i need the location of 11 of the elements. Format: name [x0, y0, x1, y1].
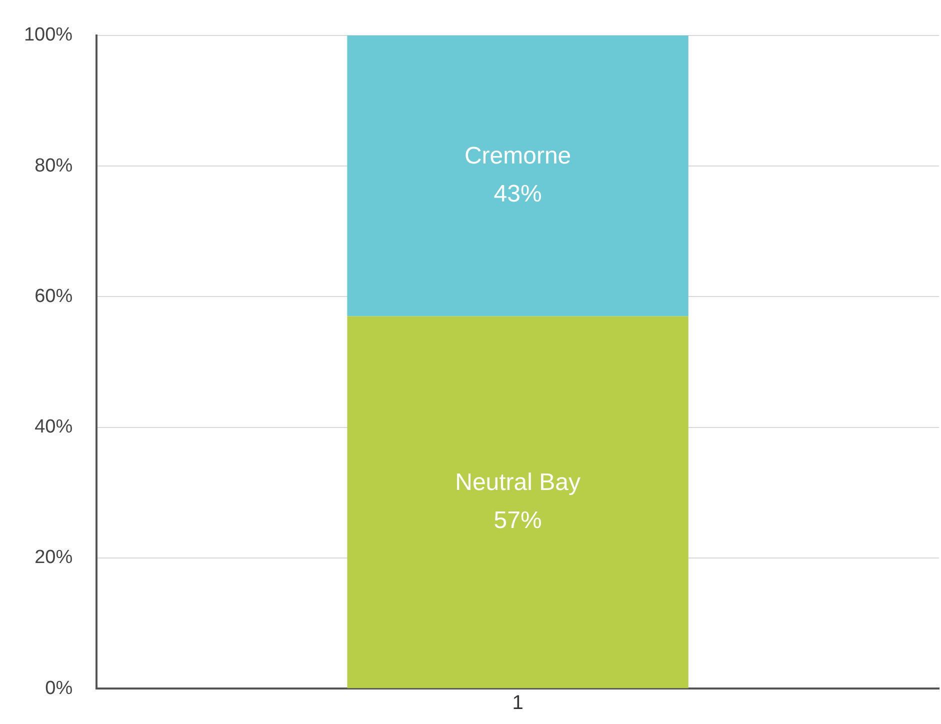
data-label: 57%	[494, 506, 542, 534]
y-tick-label: 20%	[34, 547, 73, 568]
series-label: Neutral Bay	[455, 468, 580, 496]
y-tick-label: 0%	[45, 678, 73, 699]
y-tick-label: 100%	[24, 24, 73, 46]
data-label: 43%	[494, 180, 542, 208]
x-tick-label: 1	[512, 692, 524, 714]
y-tick-label: 40%	[34, 416, 73, 438]
y-tick-label: 60%	[34, 286, 73, 307]
y-tick-label: 80%	[34, 155, 73, 176]
series-label: Cremorne	[464, 142, 572, 170]
